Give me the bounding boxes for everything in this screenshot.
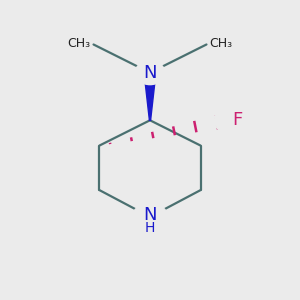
Text: N: N — [143, 64, 157, 82]
Text: H: H — [145, 221, 155, 235]
Text: N: N — [143, 206, 157, 224]
Text: CH₃: CH₃ — [209, 37, 232, 50]
Polygon shape — [144, 73, 156, 120]
Ellipse shape — [135, 61, 165, 85]
Ellipse shape — [214, 108, 241, 132]
Text: CH₃: CH₃ — [68, 37, 91, 50]
Text: F: F — [232, 111, 243, 129]
Ellipse shape — [132, 203, 168, 230]
